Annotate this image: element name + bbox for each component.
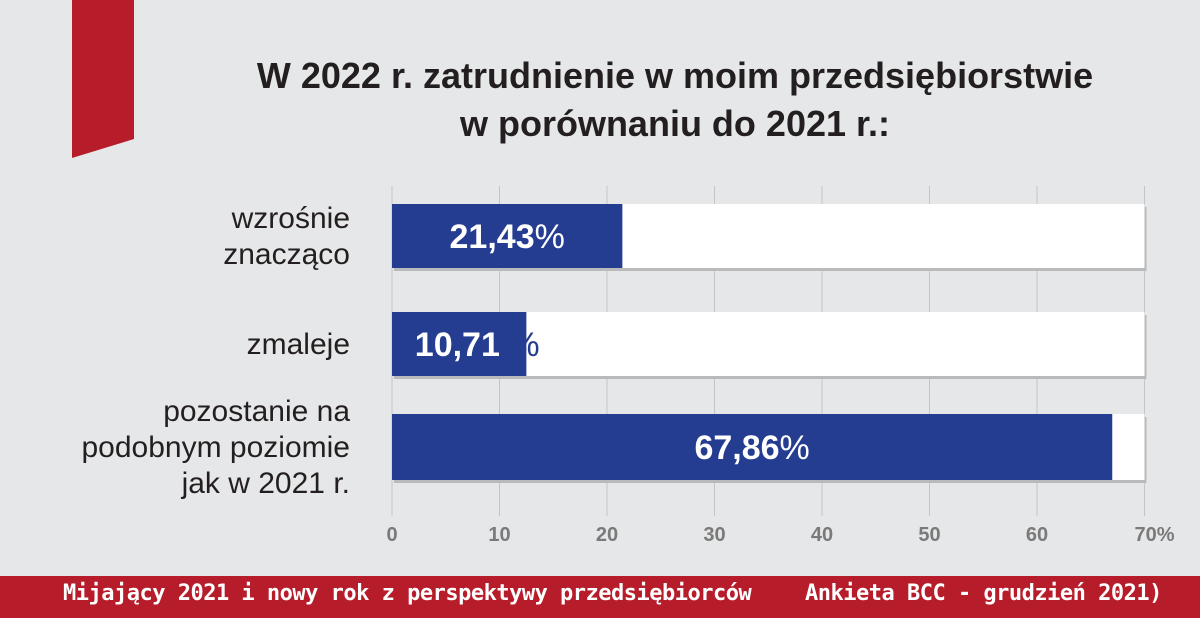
category-label: wzrośnie — [231, 202, 350, 235]
corner-ribbon — [72, 0, 134, 158]
chart-title-line-1: W 2022 r. zatrudnienie w moim przedsiębi… — [256, 55, 1094, 96]
category-label: podobnym poziomie — [82, 431, 351, 464]
x-tick-label: 70% — [1134, 524, 1174, 546]
bar-layer: 21,43%10,71 %67,86% — [392, 204, 1147, 483]
x-axis-ticks: 0 10 20 30 40 50 60 70% — [386, 524, 1174, 546]
category-label: zmaleje — [247, 328, 350, 361]
category-label: jak w 2021 r. — [181, 467, 350, 500]
bar-value-label: 67,86% — [694, 429, 809, 467]
bar-value-number: 21,43 — [450, 218, 535, 256]
bar-value-label: 10,71 % — [415, 326, 540, 364]
chart-title: W 2022 r. zatrudnienie w moim przedsiębi… — [150, 52, 1200, 148]
category-label: znacząco — [223, 238, 350, 271]
bar-value-number: 10,71 — [415, 326, 510, 364]
bar-value-unit: % — [780, 429, 810, 467]
bar-chart: 21,43%10,71 %67,86% wzrośnieznaczącozmal… — [82, 186, 1175, 546]
bar — [392, 204, 623, 268]
x-tick-label: 60 — [1026, 524, 1048, 546]
x-tick-label: 10 — [488, 524, 510, 546]
footer-survey-source: Ankieta BCC - grudzień 2021) — [805, 581, 1162, 606]
bar-value-number: 67,86 — [694, 429, 779, 467]
x-tick-label: 0 — [386, 524, 397, 546]
x-tick-label: 20 — [596, 524, 618, 546]
bar-value-unit: % — [509, 326, 539, 364]
category-label: pozostanie na — [163, 395, 350, 428]
bar-value-unit: % — [535, 218, 565, 256]
x-tick-label: 30 — [703, 524, 725, 546]
footer-survey-title: Mijający 2021 i nowy rok z perspektywy p… — [63, 581, 752, 606]
bar-value-label: 21,43% — [450, 218, 565, 256]
footer-band — [0, 576, 1200, 618]
bar — [392, 312, 527, 376]
x-tick-label: 40 — [811, 524, 833, 546]
x-tick-label: 50 — [918, 524, 940, 546]
chart-title-line-2: w porównaniu do 2021 r.: — [459, 103, 891, 144]
bar — [392, 414, 1113, 480]
